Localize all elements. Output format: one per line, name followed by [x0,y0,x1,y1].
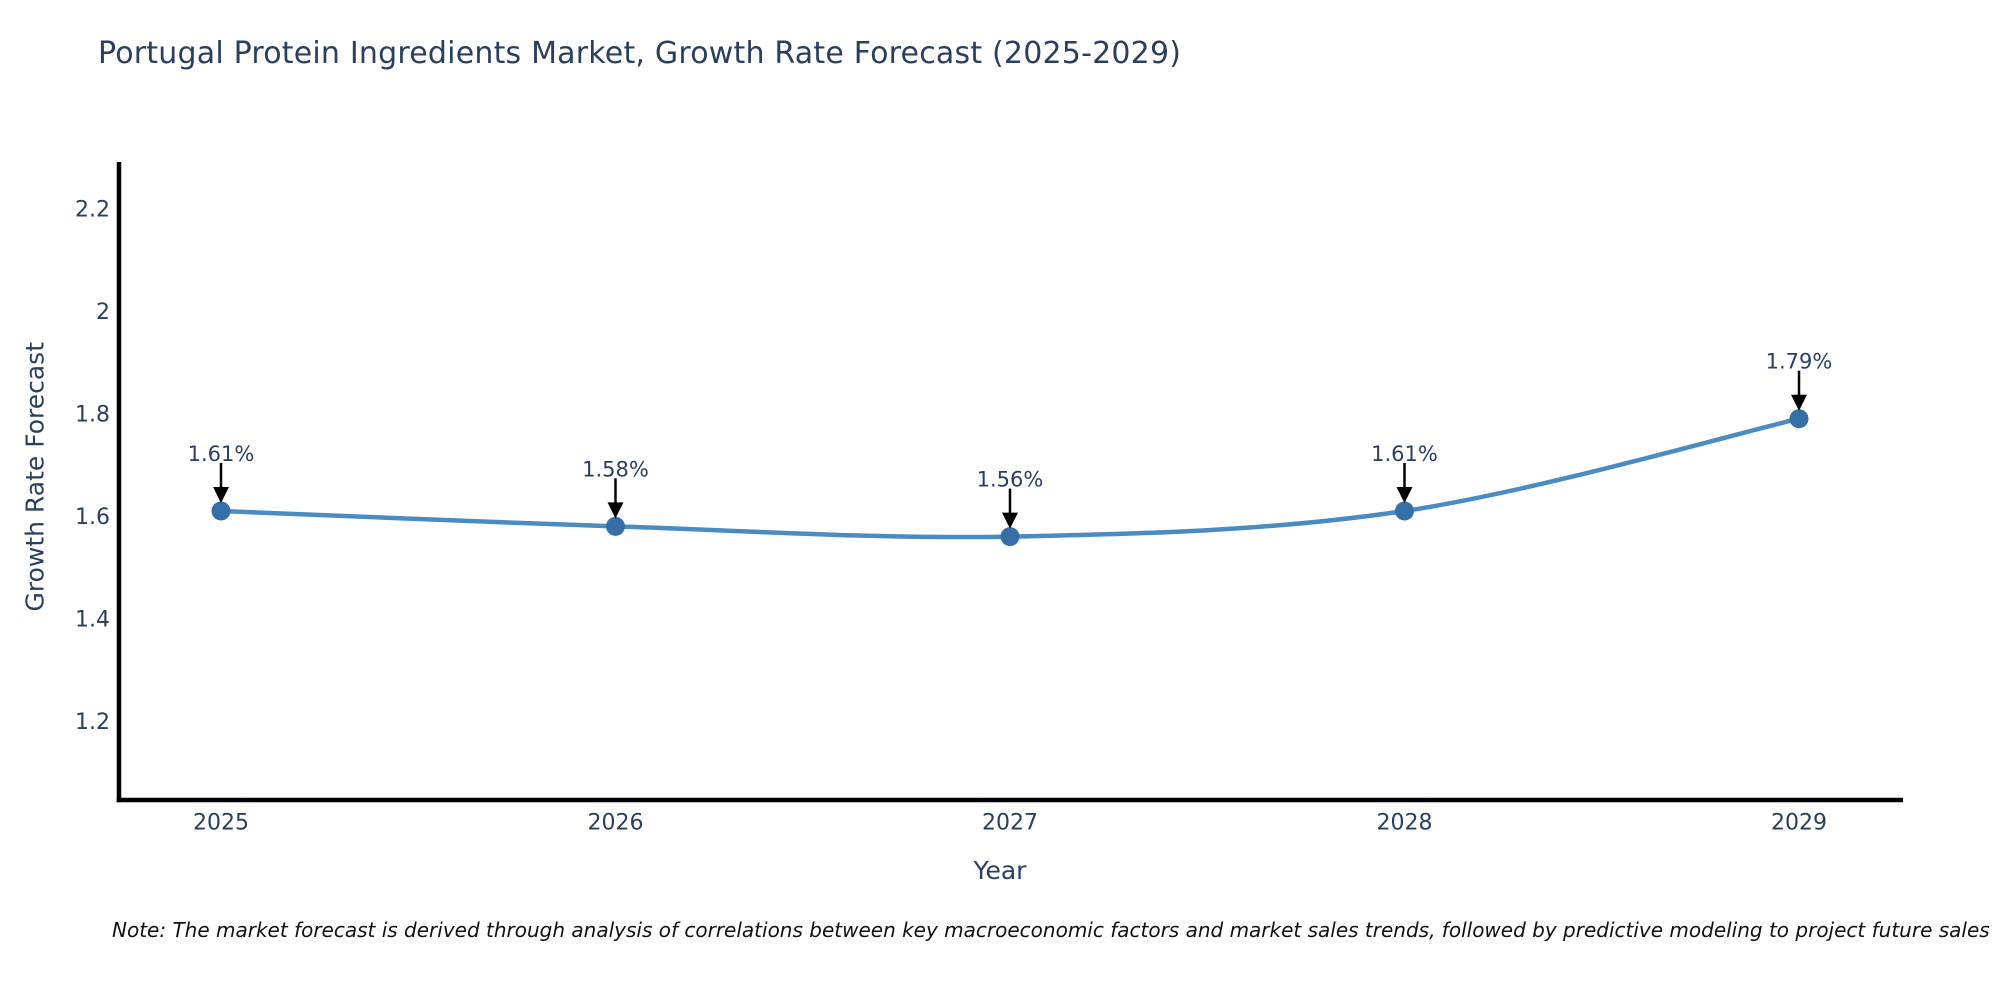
annotation-arrowhead-icon [1002,512,1018,529]
point-label: 1.79% [1766,350,1833,374]
annotation-arrowhead-icon [607,502,624,519]
y-tick-label: 1.2 [75,710,110,735]
y-tick-label: 1.6 [75,505,110,530]
annotation-arrowhead-icon [213,486,229,503]
x-axis-title: Year [973,856,1027,885]
x-tick-label: 2027 [982,811,1038,836]
point-label: 1.61% [1371,442,1438,466]
x-tick-label: 2028 [1377,811,1433,836]
y-tick-label: 1.8 [75,402,110,427]
annotation-arrowhead-icon [1396,486,1413,503]
data-point[interactable] [1789,409,1809,429]
x-tick-label: 2026 [588,811,644,836]
y-tick-label: 2.2 [75,197,110,222]
point-label: 1.61% [188,442,255,466]
x-tick-label: 2025 [193,811,249,836]
data-point[interactable] [1395,501,1414,521]
annotation-arrowhead-icon [1791,394,1807,411]
point-label: 1.58% [582,457,649,481]
x-tick-label: 2029 [1771,811,1827,836]
data-point[interactable] [211,501,231,521]
chart-title: Portugal Protein Ingredients Market, Gro… [98,36,1182,71]
y-axis-title: Growth Rate Forecast [20,342,50,612]
footnote: Note: The market forecast is derived thr… [112,918,1990,942]
data-point[interactable] [606,516,625,536]
y-tick-label: 2 [96,300,110,325]
point-label: 1.56% [977,468,1044,492]
y-tick-label: 1.4 [75,607,110,632]
data-point[interactable] [1000,527,1020,547]
